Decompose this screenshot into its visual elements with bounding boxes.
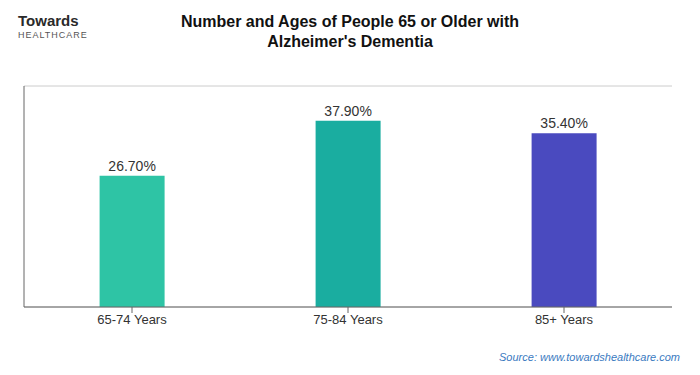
svg-text:37.90%: 37.90%: [324, 103, 371, 119]
html-text:Source: www.towardshealthcare.: Source: www.towardshealthcare.com: [499, 351, 680, 363]
svg-text:85+ Years: 85+ Years: [535, 312, 594, 327]
html-text:HEALTHCARE: HEALTHCARE: [18, 30, 88, 40]
svg-text:35.40%: 35.40%: [540, 115, 587, 131]
svg-text:65-74 Years: 65-74 Years: [97, 312, 167, 327]
html-text:Alzheimer's Dementia: Alzheimer's Dementia: [267, 33, 433, 50]
html-text:Towards: Towards: [18, 12, 79, 29]
html-text:Number and Ages of People 65 o: Number and Ages of People 65 or Older wi…: [180, 13, 520, 30]
svg-text:75-84 Years: 75-84 Years: [313, 312, 383, 327]
svg-text:26.70%: 26.70%: [108, 158, 155, 174]
